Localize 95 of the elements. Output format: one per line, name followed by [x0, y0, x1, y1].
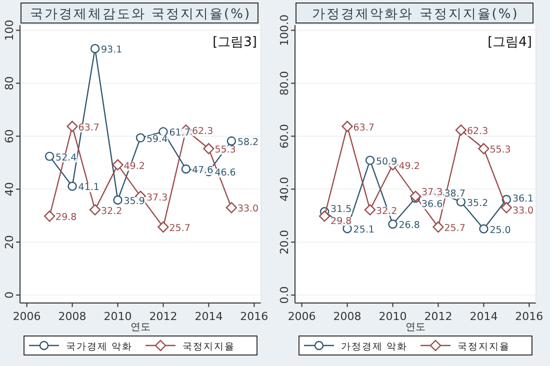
- data-label: 36.1: [512, 194, 534, 205]
- data-label: 35.2: [466, 198, 488, 209]
- point: [388, 220, 398, 229]
- data-label: 25.7: [444, 223, 466, 234]
- data-label: 62.3: [192, 126, 214, 138]
- point: [44, 210, 56, 222]
- data-label: 49.2: [398, 160, 420, 172]
- x-tick-label: 2016: [515, 310, 544, 323]
- point: [89, 204, 101, 216]
- data-label: 58.2: [237, 136, 259, 148]
- y-tick-label: 40.0: [278, 176, 291, 202]
- legend-label: 국정지지율: [182, 342, 235, 352]
- point: [44, 152, 54, 161]
- annotation: [그림3]: [212, 35, 257, 50]
- data-label: 63.7: [78, 122, 100, 134]
- point: [500, 202, 512, 214]
- data-label: 93.1: [101, 44, 122, 56]
- point: [365, 156, 375, 165]
- data-label: 25.1: [353, 224, 374, 236]
- data-label: 55.3: [214, 144, 236, 156]
- x-axis-title: 연도: [130, 322, 150, 333]
- point: [113, 195, 122, 205]
- data-label: 26.8: [398, 220, 420, 232]
- x-tick-label: 2012: [424, 310, 452, 323]
- point: [432, 221, 444, 233]
- legend-label: 국정지지율: [458, 342, 510, 352]
- data-label: 41.1: [78, 182, 100, 194]
- data-label: 38.7: [444, 188, 466, 200]
- y-tick-label: 100: [3, 20, 16, 41]
- data-label: 25.7: [169, 223, 190, 234]
- data-label: 36.6: [422, 199, 443, 210]
- point: [203, 143, 214, 154]
- y-tick-label: 0: [3, 292, 16, 299]
- data-label: 63.7: [353, 122, 374, 134]
- data-label: 52.4: [56, 152, 77, 164]
- point: [66, 120, 78, 132]
- point: [90, 44, 100, 54]
- data-label: 29.8: [330, 216, 352, 227]
- y-tick-label: 0.0: [278, 286, 291, 304]
- annotation: [그림4]: [488, 35, 532, 50]
- x-tick-label: 2012: [149, 310, 178, 323]
- data-label: 32.2: [376, 206, 398, 217]
- point: [68, 182, 77, 191]
- x-axis-title: 연도: [406, 322, 426, 333]
- point: [226, 202, 238, 214]
- legend-label: 국가경제 악화: [66, 342, 133, 352]
- point: [478, 143, 490, 154]
- point: [181, 164, 191, 174]
- data-label: 33.0: [512, 206, 534, 217]
- point: [410, 190, 422, 202]
- data-label: 32.2: [101, 206, 122, 217]
- chart-title: 국가경제체감도와 국정지지율(%): [30, 7, 252, 22]
- x-tick-label: 2008: [333, 310, 362, 323]
- x-tick-label: 2008: [58, 310, 86, 323]
- x-tick-label: 2006: [288, 310, 316, 323]
- data-label: 59.4: [146, 134, 168, 145]
- point: [226, 136, 236, 146]
- point: [136, 133, 146, 142]
- data-label: 35.9: [124, 196, 145, 208]
- data-label: 29.8: [56, 212, 77, 224]
- x-tick-label: 2010: [378, 310, 407, 323]
- data-label: 50.9: [376, 156, 398, 168]
- point: [479, 224, 488, 234]
- y-tick-label: 60: [3, 129, 16, 144]
- x-tick-label: 2014: [470, 310, 498, 323]
- data-label: 55.3: [490, 144, 511, 156]
- x-tick-label: 2016: [240, 310, 268, 323]
- chart-title: 가정경제악화와 국정지지율(%): [312, 7, 519, 22]
- data-label: 49.2: [124, 160, 145, 172]
- y-tick-label: 40: [3, 182, 16, 196]
- legend-label: 가정경제 악화: [341, 342, 408, 352]
- data-label: 31.5: [330, 204, 352, 215]
- point: [342, 120, 353, 132]
- point: [364, 204, 376, 216]
- y-tick-label: 100.0: [278, 14, 291, 46]
- data-label: 37.3: [146, 192, 168, 204]
- data-label: 33.0: [237, 204, 259, 215]
- point: [318, 210, 330, 222]
- data-label: 61.7: [169, 128, 190, 139]
- data-label: 62.3: [466, 126, 488, 138]
- y-tick-label: 20.0: [278, 230, 291, 254]
- point: [455, 124, 467, 136]
- point: [158, 221, 169, 233]
- point: [456, 197, 466, 206]
- data-label: 46.6: [214, 168, 236, 179]
- x-tick-label: 2010: [104, 310, 132, 323]
- y-tick-label: 60.0: [278, 124, 291, 148]
- data-label: 37.3: [422, 187, 443, 198]
- x-tick-label: 2014: [194, 310, 223, 323]
- x-tick-label: 2006: [12, 310, 41, 323]
- data-label: 25.0: [490, 224, 511, 236]
- y-tick-label: 20: [3, 235, 16, 250]
- y-tick-label: 80.0: [278, 71, 291, 96]
- y-tick-label: 80: [3, 76, 16, 90]
- point: [112, 159, 124, 170]
